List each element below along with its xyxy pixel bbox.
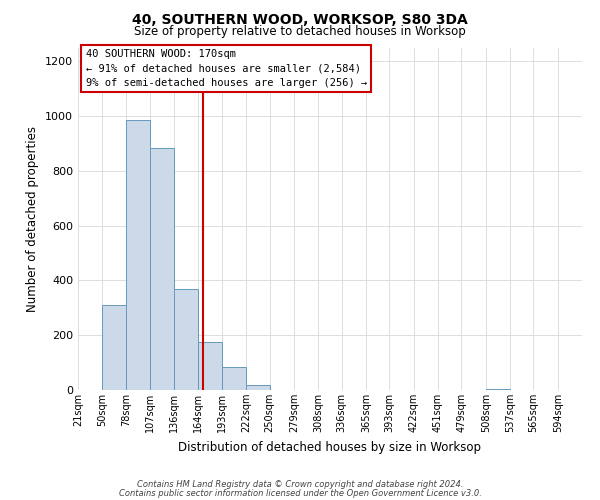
Bar: [126, 120, 150, 390]
Bar: [222, 366, 246, 390]
Bar: [198, 342, 222, 390]
Y-axis label: Number of detached properties: Number of detached properties: [26, 126, 40, 312]
Bar: [150, 148, 174, 390]
Bar: [246, 384, 270, 390]
Bar: [174, 288, 198, 390]
Bar: [486, 388, 510, 390]
Text: 40, SOUTHERN WOOD, WORKSOP, S80 3DA: 40, SOUTHERN WOOD, WORKSOP, S80 3DA: [132, 12, 468, 26]
Text: Contains public sector information licensed under the Open Government Licence v3: Contains public sector information licen…: [119, 488, 481, 498]
Text: Contains HM Land Registry data © Crown copyright and database right 2024.: Contains HM Land Registry data © Crown c…: [137, 480, 463, 489]
Bar: [102, 305, 126, 390]
X-axis label: Distribution of detached houses by size in Worksop: Distribution of detached houses by size …: [179, 440, 482, 454]
Text: 40 SOUTHERN WOOD: 170sqm
← 91% of detached houses are smaller (2,584)
9% of semi: 40 SOUTHERN WOOD: 170sqm ← 91% of detach…: [86, 49, 367, 88]
Text: Size of property relative to detached houses in Worksop: Size of property relative to detached ho…: [134, 25, 466, 38]
